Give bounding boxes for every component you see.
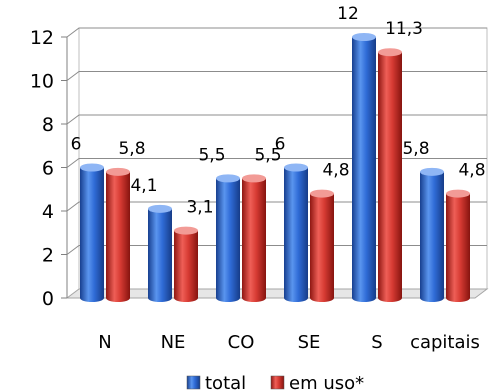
- data-label: 6: [71, 135, 82, 155]
- category-label: NE: [161, 332, 186, 353]
- grid-line: [66, 201, 487, 212]
- category-label: N: [98, 332, 111, 353]
- data-label: 5,8: [118, 139, 145, 159]
- y-tick-label: 12: [30, 27, 54, 49]
- category-label: S: [371, 332, 382, 353]
- data-label: 4,8: [458, 161, 485, 181]
- y-tick-label: 10: [30, 71, 54, 93]
- grid-lines: [66, 27, 487, 255]
- legend-swatch: [186, 375, 201, 390]
- y-tick-label: 2: [42, 245, 54, 267]
- y-tick-label: 6: [42, 158, 54, 180]
- data-label: 6: [275, 135, 286, 155]
- grid-line: [66, 71, 487, 81]
- bar-total-N: [80, 163, 104, 302]
- data-label: 3,1: [186, 198, 213, 218]
- data-label: 5,5: [198, 145, 225, 165]
- category-label: capitais: [410, 332, 480, 353]
- data-label: 4,8: [322, 161, 349, 181]
- legend-item-total: total: [186, 373, 246, 392]
- bar-em-uso--CO: [242, 174, 266, 302]
- legend: total em uso*: [186, 373, 364, 392]
- bar-total-S: [352, 33, 376, 302]
- bar-total-SE: [284, 163, 308, 302]
- bar-total-CO: [216, 174, 240, 302]
- bar-total-NE: [148, 204, 172, 302]
- bar-em-uso--capitais: [446, 189, 470, 302]
- category-label: CO: [228, 332, 255, 353]
- grid-line: [66, 158, 487, 168]
- y-tick-label: 0: [42, 288, 54, 310]
- bar-em-uso--S: [378, 48, 402, 302]
- data-label: 12: [337, 4, 359, 24]
- grid-line: [66, 245, 487, 255]
- grid-line: [66, 27, 487, 38]
- y-tick-label: 4: [42, 201, 54, 223]
- bar-em-uso--SE: [310, 189, 334, 302]
- y-axis-ticks: 0 2 4 6 8 10 12: [30, 27, 67, 310]
- bar-em-uso--NE: [174, 226, 198, 302]
- category-label: SE: [298, 332, 321, 353]
- data-label: 5,8: [402, 139, 429, 159]
- y-tick-label: 8: [42, 114, 54, 136]
- legend-label: total: [205, 373, 246, 392]
- legend-label: em uso*: [289, 373, 364, 392]
- data-label: 11,3: [385, 19, 423, 39]
- bar-em-uso--N: [106, 167, 130, 302]
- legend-swatch: [270, 375, 285, 390]
- bars: [80, 33, 470, 302]
- grid-line: [66, 114, 487, 125]
- data-label: 5,5: [254, 145, 281, 165]
- data-label: 4,1: [130, 176, 157, 196]
- bar-total-capitais: [420, 167, 444, 302]
- legend-item-em-uso-: em uso*: [270, 373, 364, 392]
